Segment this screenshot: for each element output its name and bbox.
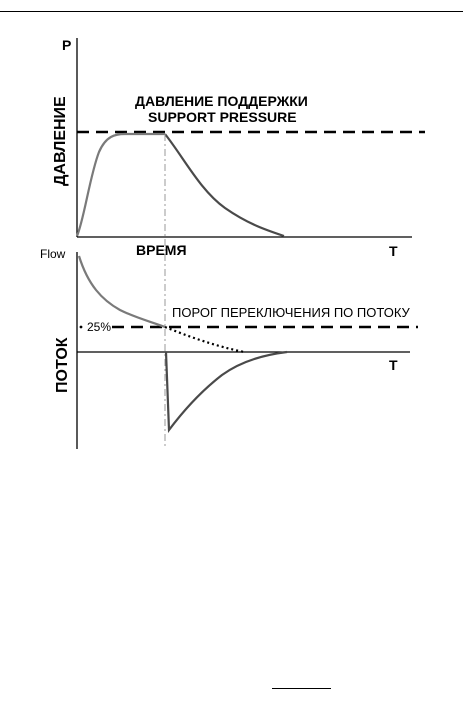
- header-rule: [0, 11, 463, 12]
- pressure-axis-letter: P: [62, 37, 71, 53]
- threshold-dot: [79, 325, 83, 329]
- flow-vertical-label: ПОТОК: [54, 337, 71, 393]
- pressure-vertical-label: ДАВЛЕНИЕ: [52, 96, 69, 186]
- flow-axis-label: Flow: [40, 247, 66, 261]
- continued-flow-decay: [164, 325, 245, 354]
- time-label: ВРЕМЯ: [136, 242, 187, 258]
- support-pressure-label-ru: ДАВЛЕНИЕ ПОДДЕРЖКИ: [135, 93, 308, 109]
- expiratory-flow-curve: [164, 350, 288, 434]
- pressure-fall-curve: [164, 133, 285, 238]
- threshold-percent-label: 25%: [87, 320, 111, 334]
- pressure-rise-curve: [75, 132, 165, 237]
- footer-rule: [272, 688, 331, 689]
- inspiratory-flow-curve: [77, 255, 166, 329]
- pressure-time-axis-letter: T: [389, 243, 398, 259]
- flow-time-axis-letter: T: [389, 357, 398, 373]
- flow-threshold-label: ПОРОГ ПЕРЕКЛЮЧЕНИЯ ПО ПОТОКУ: [172, 305, 411, 320]
- pressure-panel: P ДАВЛЕНИЕ ДАВЛЕНИЕ ПОДДЕРЖКИ SUPPORT PR…: [52, 37, 425, 259]
- flow-panel: Flow ПОТОК ПОРОГ ПЕРЕКЛЮЧЕНИЯ ПО ПОТОКУ …: [40, 247, 418, 449]
- support-pressure-label-en: SUPPORT PRESSURE: [148, 109, 297, 125]
